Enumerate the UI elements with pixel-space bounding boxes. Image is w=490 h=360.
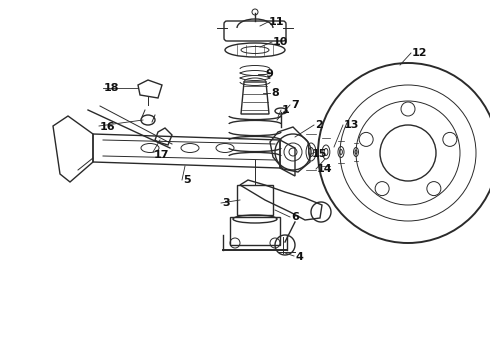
Text: 8: 8 [271, 88, 279, 98]
Text: 10: 10 [273, 37, 289, 47]
Text: 16: 16 [100, 122, 116, 132]
Text: 6: 6 [291, 212, 299, 222]
Text: 2: 2 [315, 120, 323, 130]
Text: 3: 3 [222, 198, 230, 208]
Text: 7: 7 [291, 100, 299, 110]
Text: 12: 12 [412, 48, 427, 58]
Text: 1: 1 [282, 105, 290, 115]
Text: 14: 14 [317, 164, 333, 174]
Text: 5: 5 [183, 175, 191, 185]
Text: 18: 18 [104, 83, 120, 93]
Text: 9: 9 [265, 69, 273, 79]
Text: 4: 4 [295, 252, 303, 262]
Text: 15: 15 [312, 149, 327, 159]
Text: 17: 17 [154, 150, 170, 160]
Text: 11: 11 [269, 17, 285, 27]
Text: 13: 13 [344, 120, 359, 130]
